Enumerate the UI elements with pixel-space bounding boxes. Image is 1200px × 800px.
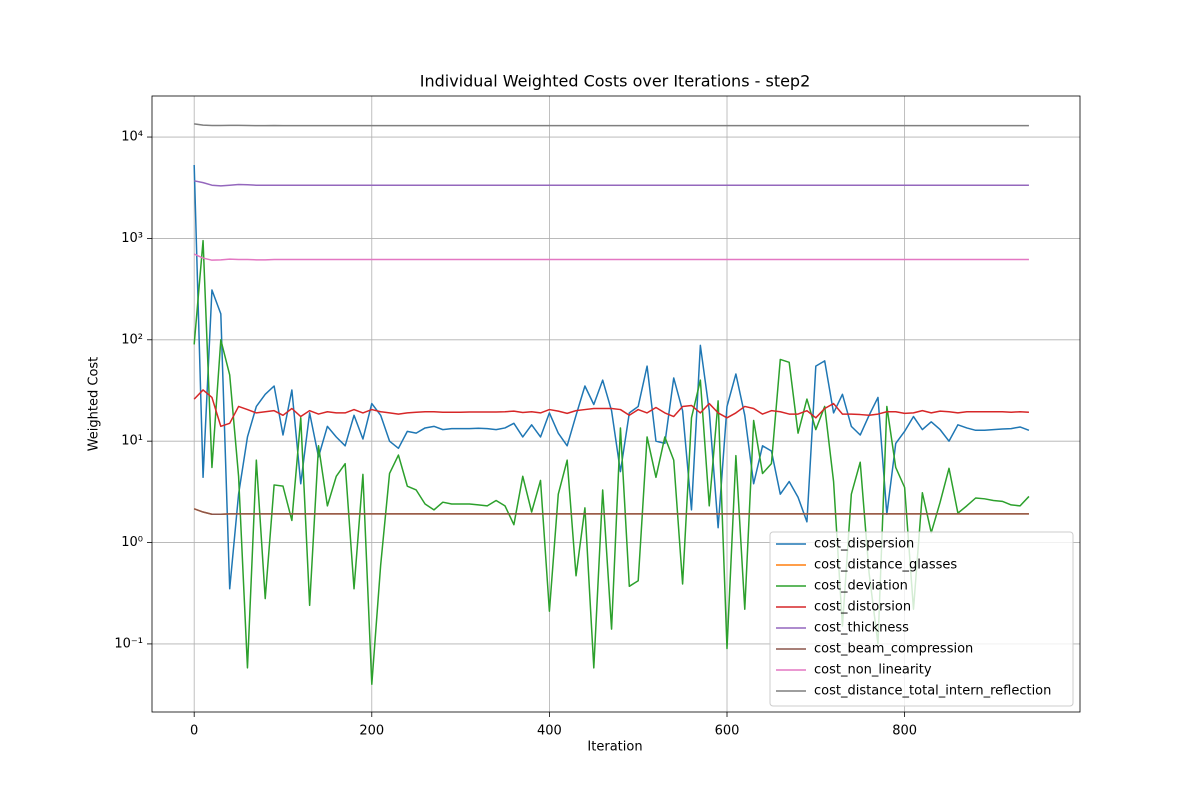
x-tick-label: 600 (715, 724, 740, 739)
legend-label: cost_distance_total_intern_reflection (814, 684, 1051, 699)
legend-box (769, 531, 1074, 707)
chart-title: Individual Weighted Costs over Iteration… (420, 72, 811, 91)
y-tick-label: 10⁻¹ (114, 636, 143, 651)
legend-label: cost_deviation (814, 579, 908, 594)
series-line (193, 253, 1029, 261)
legend-label: cost_non_linearity (814, 663, 932, 678)
y-tick-label: 10² (121, 332, 143, 347)
legend-label: cost_distorsion (814, 600, 911, 615)
series-line (194, 123, 1029, 127)
legend: cost_dispersion cost_distance_glassescost… (769, 531, 1074, 707)
x-axis-label: Iteration (587, 740, 642, 755)
y-axis-label: Weighted Cost (87, 357, 102, 452)
plot-lines (193, 123, 1030, 686)
x-tick-label: 400 (537, 724, 562, 739)
series-line (193, 508, 1029, 516)
x-tick-label: 200 (359, 724, 384, 739)
axes-frame (151, 95, 1081, 713)
series-line (194, 180, 1029, 187)
y-tick-label: 10⁴ (121, 130, 143, 145)
x-tick-label: 0 (190, 724, 198, 739)
legend-label: cost_dispersion (814, 537, 914, 552)
series-line (193, 239, 1030, 686)
series-line (193, 389, 1029, 428)
ticks: 0 200 400 600 800 10⁻¹ 10⁰ 10¹ 10² 10³ 10⁴ (114, 130, 917, 739)
x-tick-label: 800 (892, 724, 917, 739)
legend-label: cost_beam_compression (814, 642, 973, 657)
series-line (193, 164, 1030, 590)
legend-label: cost_distance_glasses (814, 558, 957, 573)
legend-label: cost_thickness (814, 621, 909, 636)
y-tick-label: 10⁰ (121, 535, 143, 550)
y-tick-label: 10¹ (121, 434, 143, 449)
y-tick-label: 10³ (121, 231, 143, 246)
